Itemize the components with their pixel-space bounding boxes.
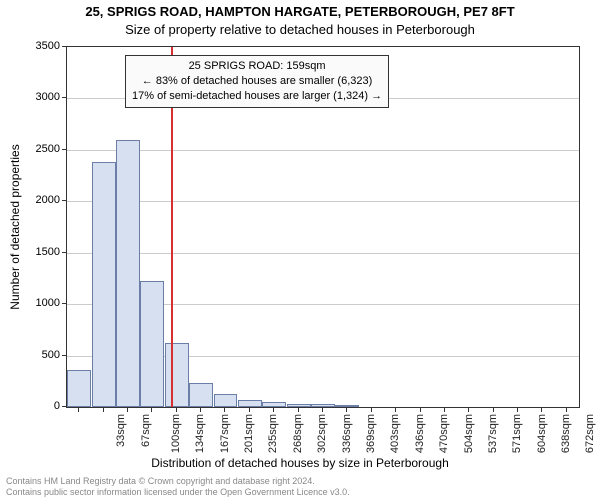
x-tick-label: 571sqm xyxy=(511,414,523,453)
y-tick xyxy=(62,97,66,98)
x-tick-label: 201sqm xyxy=(243,414,255,453)
y-tick-label: 1500 xyxy=(10,246,60,258)
histogram-bar xyxy=(165,343,189,407)
x-tick-label: 436sqm xyxy=(414,414,426,453)
x-tick-label: 268sqm xyxy=(292,414,304,453)
x-tick-label: 403sqm xyxy=(390,414,402,453)
x-tick-label: 100sqm xyxy=(170,414,182,453)
grid-line xyxy=(67,201,579,202)
histogram-bar xyxy=(92,162,116,407)
x-tick xyxy=(395,408,396,412)
footer-line1: Contains HM Land Registry data © Crown c… xyxy=(6,476,350,487)
histogram-bar xyxy=(335,405,359,407)
y-tick-label: 0 xyxy=(10,400,60,412)
x-tick xyxy=(127,408,128,412)
x-tick-label: 336sqm xyxy=(341,414,353,453)
x-tick xyxy=(468,408,469,412)
chart-title-sub: Size of property relative to detached ho… xyxy=(0,22,600,37)
x-tick xyxy=(298,408,299,412)
x-tick xyxy=(103,408,104,412)
x-tick-label: 67sqm xyxy=(140,414,152,447)
y-tick-label: 2000 xyxy=(10,194,60,206)
histogram-bar xyxy=(67,370,91,407)
chart-title-main: 25, SPRIGS ROAD, HAMPTON HARGATE, PETERB… xyxy=(0,4,600,19)
histogram-bar xyxy=(189,383,213,407)
grid-line xyxy=(67,253,579,254)
x-tick xyxy=(444,408,445,412)
annotation-box: 25 SPRIGS ROAD: 159sqm← 83% of detached … xyxy=(125,55,389,108)
x-tick xyxy=(273,408,274,412)
x-tick xyxy=(224,408,225,412)
histogram-bar xyxy=(287,404,311,407)
y-tick xyxy=(62,355,66,356)
x-tick xyxy=(78,408,79,412)
annotation-line: 17% of semi-detached houses are larger (… xyxy=(132,89,382,104)
y-tick-label: 3000 xyxy=(10,91,60,103)
histogram-bar xyxy=(311,404,335,407)
x-tick xyxy=(151,408,152,412)
y-tick-label: 1000 xyxy=(10,297,60,309)
x-tick xyxy=(249,408,250,412)
x-tick-label: 167sqm xyxy=(219,414,231,453)
x-tick-label: 504sqm xyxy=(463,414,475,453)
histogram-bar xyxy=(262,402,286,407)
y-tick xyxy=(62,303,66,304)
x-tick xyxy=(566,408,567,412)
x-tick xyxy=(322,408,323,412)
x-tick xyxy=(420,408,421,412)
histogram-bar xyxy=(116,140,140,407)
x-tick xyxy=(541,408,542,412)
x-tick xyxy=(200,408,201,412)
x-tick xyxy=(493,408,494,412)
x-tick-label: 604sqm xyxy=(536,414,548,453)
grid-line xyxy=(67,150,579,151)
x-tick-label: 302sqm xyxy=(316,414,328,453)
x-tick-label: 638sqm xyxy=(560,414,572,453)
x-tick-label: 369sqm xyxy=(365,414,377,453)
footer-line2: Contains public sector information licen… xyxy=(6,487,350,498)
histogram-bar xyxy=(238,400,262,407)
y-tick xyxy=(62,252,66,253)
x-tick xyxy=(371,408,372,412)
x-tick-label: 235sqm xyxy=(268,414,280,453)
y-tick-label: 2500 xyxy=(10,143,60,155)
histogram-bar xyxy=(214,394,238,407)
annotation-line: ← 83% of detached houses are smaller (6,… xyxy=(132,74,382,89)
x-tick xyxy=(517,408,518,412)
x-tick-label: 134sqm xyxy=(194,414,206,453)
y-tick xyxy=(62,46,66,47)
plot-area: 25 SPRIGS ROAD: 159sqm← 83% of detached … xyxy=(66,46,580,408)
y-tick-label: 3500 xyxy=(10,40,60,52)
footer-attribution: Contains HM Land Registry data © Crown c… xyxy=(6,476,350,498)
x-tick-label: 672sqm xyxy=(585,414,597,453)
histogram-bar xyxy=(140,281,164,408)
annotation-line: 25 SPRIGS ROAD: 159sqm xyxy=(132,59,382,74)
y-tick xyxy=(62,406,66,407)
y-tick-label: 500 xyxy=(10,349,60,361)
x-tick-label: 33sqm xyxy=(115,414,127,447)
y-tick xyxy=(62,149,66,150)
x-axis-title: Distribution of detached houses by size … xyxy=(0,456,600,470)
y-tick xyxy=(62,200,66,201)
x-tick xyxy=(176,408,177,412)
x-tick-label: 537sqm xyxy=(487,414,499,453)
x-tick xyxy=(346,408,347,412)
x-tick-label: 470sqm xyxy=(438,414,450,453)
